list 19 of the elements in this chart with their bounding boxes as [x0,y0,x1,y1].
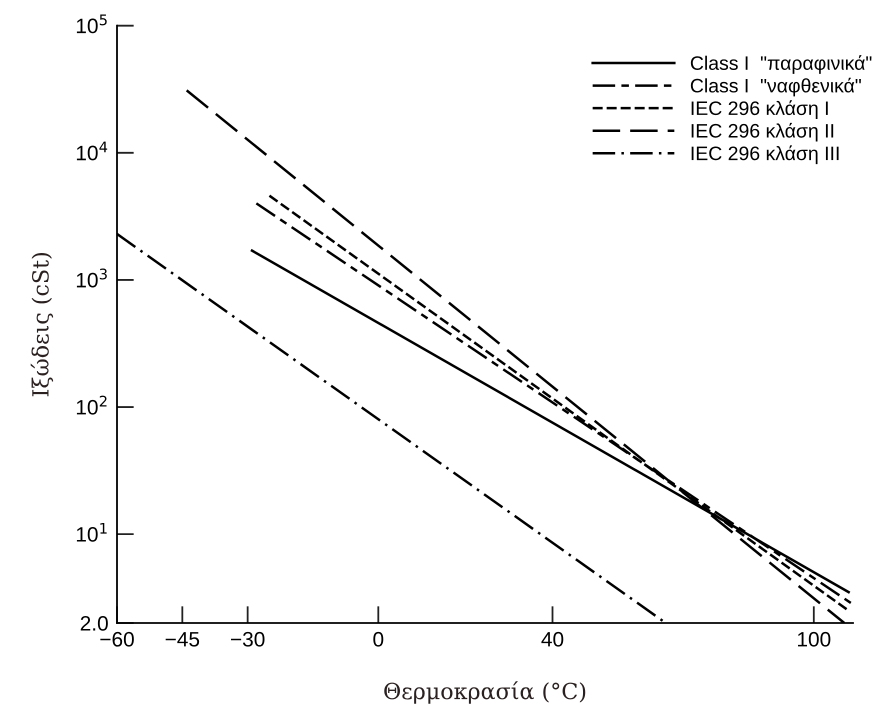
y-tick-label: 10$^{1}$ [76,522,107,542]
x-tick-label: −60 [100,632,134,647]
legend-label: Class I "ναφθενικά" [690,78,861,96]
y-tick-label: 10$^{2}$ [76,396,107,415]
y-tick-label: 2.0 [80,616,108,631]
legend-label: Class I "παραφινικά" [690,55,872,74]
legend-label: IEC 296 κλάση III [692,145,839,164]
y-tick-label: 10$^{5}$ [76,14,107,34]
x-tick-label: 40 [541,632,564,647]
y-axis-title: Ιξώδεις (cSt) [30,253,54,396]
y-tick-label: 10$^{4}$ [76,142,108,160]
legend-label: IEC 296 κλάση II [692,122,834,142]
x-tick-label: 100 [798,632,830,647]
x-tick-label: −45 [166,632,200,647]
x-axis-title: Θερμοκρασία (°C) [384,681,586,704]
y-tick-label: 10$^{3}$ [76,268,107,288]
x-tick-label: 0 [373,632,384,647]
x-tick-label: −30 [231,632,265,647]
legend-label: IEC 296 κλάση I [692,100,828,119]
